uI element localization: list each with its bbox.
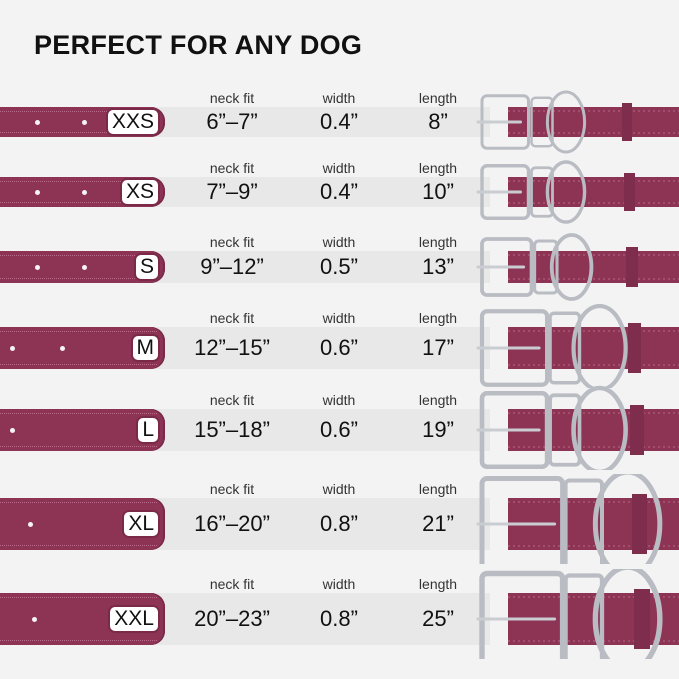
size-badge: L: [136, 416, 160, 444]
neck-fit-label: neck fit: [209, 160, 255, 176]
width-value: 0.6”: [320, 335, 358, 360]
length-value: 21”: [422, 511, 454, 536]
size-badge: M: [130, 334, 160, 362]
size-row-xl: XL neck fit width length 16”–20” 0.8” 21…: [0, 474, 679, 564]
width-label: width: [322, 160, 356, 176]
strap-hole: [35, 119, 40, 125]
buckle-and-ring-icon: [476, 160, 679, 224]
buckle-and-ring-icon: [476, 303, 679, 388]
length-value: 25”: [422, 606, 454, 631]
neck-fit-label: neck fit: [209, 234, 255, 250]
length-label: length: [418, 392, 458, 408]
width-value: 0.8”: [320, 606, 358, 631]
width-value: 0.5”: [320, 254, 358, 279]
length-label: length: [418, 310, 458, 326]
length-label: length: [418, 160, 458, 176]
neck-fit-label: neck fit: [209, 310, 255, 326]
buckle-and-ring-icon: [476, 569, 679, 659]
size-badge: XL: [122, 510, 160, 538]
size-badge: XS: [119, 178, 160, 206]
row-band: [150, 177, 490, 207]
length-value: 8”: [428, 109, 448, 134]
neck-fit-label: neck fit: [209, 392, 255, 408]
neck-fit-value: 6”–7”: [206, 109, 258, 134]
length-label: length: [418, 481, 458, 497]
neck-fit-value: 9”–12”: [200, 254, 264, 279]
length-label: length: [418, 576, 458, 592]
row-band: [150, 107, 490, 137]
length-value: 10”: [422, 179, 454, 204]
strap-hole: [82, 264, 87, 270]
size-row-m: M neck fit width length 12”–15” 0.6” 17”: [0, 298, 679, 388]
width-label: width: [322, 576, 356, 592]
neck-fit-value: 20”–23”: [194, 606, 270, 631]
neck-fit-value: 12”–15”: [194, 335, 270, 360]
size-row-s: S neck fit width length 9”–12” 0.5” 13”: [0, 217, 679, 307]
buckle-and-ring-icon: [476, 474, 679, 564]
size-row-xs: XS neck fit width length 7”–9” 0.4” 10”: [0, 142, 679, 232]
page-title: PERFECT FOR ANY DOG: [34, 30, 363, 60]
neck-fit-label: neck fit: [209, 576, 255, 592]
strap-hole: [35, 264, 40, 270]
strap-hole: [32, 616, 37, 622]
collar-strap-end: S: [0, 251, 165, 283]
neck-fit-label: neck fit: [209, 90, 255, 106]
neck-fit-value: 15”–18”: [194, 417, 270, 442]
neck-fit-value: 7”–9”: [206, 179, 258, 204]
width-label: width: [322, 234, 356, 250]
strap-hole: [82, 189, 87, 195]
width-label: width: [322, 90, 356, 106]
size-row-xxl: XXL neck fit width length 20”–23” 0.8” 2…: [0, 569, 679, 659]
width-value: 0.6”: [320, 417, 358, 442]
strap-hole: [60, 345, 65, 351]
length-value: 13”: [422, 254, 454, 279]
buckle-and-ring-icon: [476, 385, 679, 470]
width-label: width: [322, 392, 356, 408]
neck-fit-value: 16”–20”: [194, 511, 270, 536]
collar-strap-end: L: [0, 409, 165, 451]
width-label: width: [322, 310, 356, 326]
size-badge: S: [133, 253, 160, 281]
row-band: [150, 498, 490, 550]
length-label: length: [418, 90, 458, 106]
strap-hole: [35, 189, 40, 195]
collar-strap-end: XS: [0, 177, 165, 207]
row-band: [150, 327, 490, 369]
size-badge: XXL: [108, 605, 160, 633]
size-row-xxs: XXS neck fit width length 6”–7” 0.4” 8”: [0, 72, 679, 162]
row-band: [150, 593, 490, 645]
strap-hole: [10, 345, 15, 351]
collar-strap-end: XXL: [0, 593, 165, 645]
width-value: 0.4”: [320, 109, 358, 134]
neck-fit-label: neck fit: [209, 481, 255, 497]
length-value: 17”: [422, 335, 454, 360]
width-value: 0.4”: [320, 179, 358, 204]
size-row-l: L neck fit width length 15”–18” 0.6” 19”: [0, 380, 679, 470]
buckle-and-ring-icon: [476, 233, 679, 301]
strap-hole: [28, 521, 33, 527]
length-value: 19”: [422, 417, 454, 442]
width-label: width: [322, 481, 356, 497]
collar-strap-end: XXS: [0, 107, 165, 137]
length-label: length: [418, 234, 458, 250]
strap-hole: [82, 119, 87, 125]
width-value: 0.8”: [320, 511, 358, 536]
collar-strap-end: M: [0, 327, 165, 369]
size-badge: XXS: [105, 108, 160, 136]
collar-strap-end: XL: [0, 498, 165, 550]
row-band: [150, 409, 490, 451]
buckle-and-ring-icon: [476, 90, 679, 154]
row-band: [150, 251, 490, 283]
strap-hole: [10, 427, 15, 433]
